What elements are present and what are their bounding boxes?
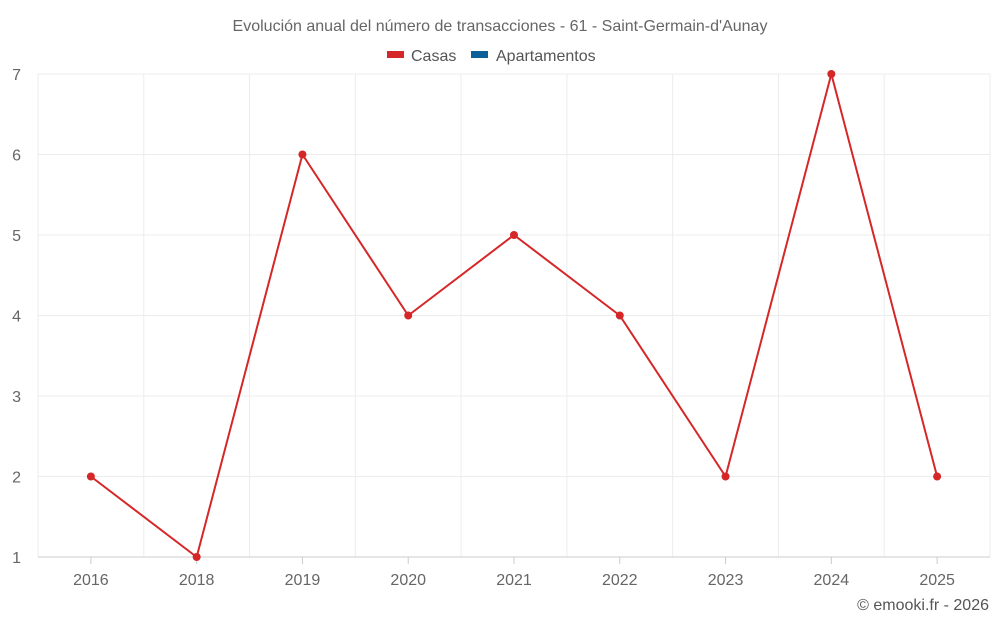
y-tick-label: 2: [12, 470, 21, 487]
y-tick-label: 1: [12, 550, 21, 567]
legend-label-apartamentos[interactable]: Apartamentos: [496, 48, 596, 65]
data-point[interactable]: [827, 70, 836, 78]
data-point[interactable]: [86, 472, 95, 481]
data-point[interactable]: [192, 553, 201, 561]
x-tick-label: 2020: [390, 572, 426, 589]
credit-text: © emooki.fr - 2026: [857, 597, 989, 614]
x-tick-label: 2022: [602, 572, 638, 589]
data-point[interactable]: [615, 311, 624, 320]
chart-title: Evolución anual del número de transaccio…: [233, 18, 768, 35]
x-tick-label: 2025: [919, 572, 955, 589]
data-point[interactable]: [510, 231, 518, 239]
data-point[interactable]: [933, 472, 942, 481]
series: [86, 70, 942, 561]
legend-swatch-apartamentos[interactable]: [471, 51, 488, 58]
y-tick-label: 7: [12, 67, 21, 84]
data-point[interactable]: [298, 150, 307, 159]
x-tick-label: 2019: [285, 572, 321, 589]
x-tick-label: 2018: [179, 572, 215, 589]
grid: [37, 73, 991, 557]
y-tick-label: 6: [12, 148, 21, 165]
y-tick-label: 3: [12, 389, 21, 406]
x-tick-label: 2023: [708, 572, 744, 589]
x-tick-label: 2021: [496, 572, 532, 589]
y-tick-label: 4: [12, 309, 21, 326]
x-tick-label: 2016: [73, 572, 109, 589]
y-tick-label: 5: [12, 228, 21, 245]
legend: Casas Apartamentos: [387, 48, 596, 65]
data-point[interactable]: [404, 311, 413, 320]
data-point[interactable]: [721, 472, 730, 481]
y-axis-ticks: 1 2 3 4 5 6 7: [12, 67, 21, 567]
legend-swatch-casas[interactable]: [387, 51, 404, 58]
x-tick-label: 2024: [814, 572, 850, 589]
legend-label-casas[interactable]: Casas: [411, 48, 456, 65]
x-axis-ticks: 2016 2018 2019 2020 2021 2022 2023 2024 2025: [73, 557, 955, 589]
